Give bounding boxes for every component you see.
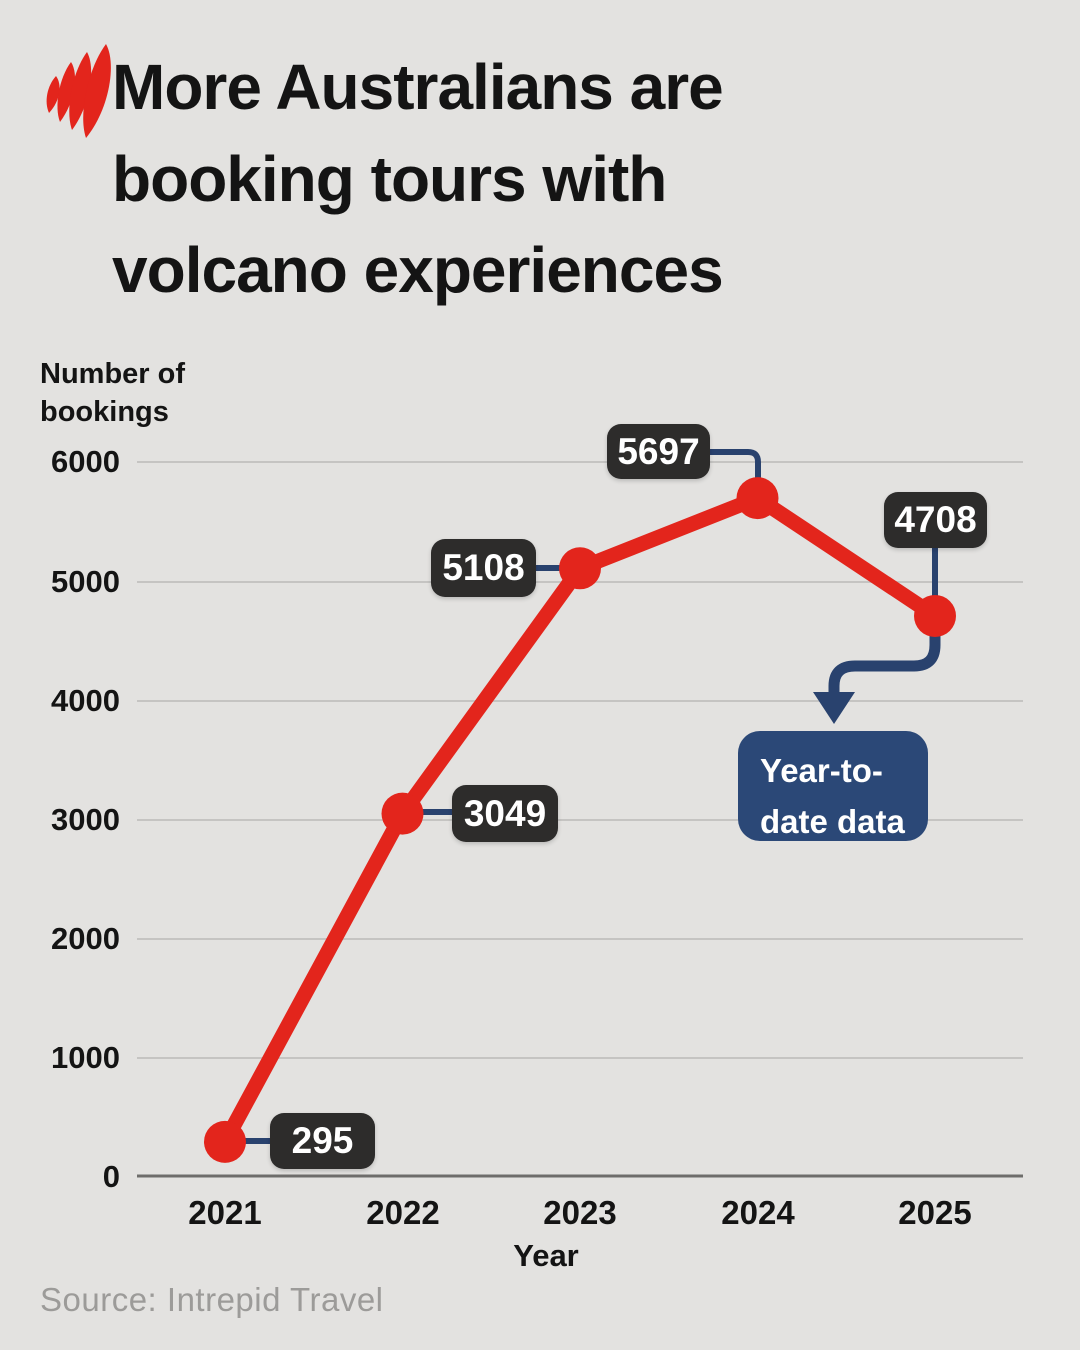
data-point bbox=[204, 1120, 246, 1163]
page-title: More Australians are booking tours with … bbox=[112, 42, 972, 317]
x-tick-2024: 2024 bbox=[721, 1194, 795, 1231]
y-tick-2000: 2000 bbox=[51, 921, 120, 956]
y-tick-6000: 6000 bbox=[51, 444, 120, 479]
x-axis-title: Year bbox=[513, 1238, 579, 1273]
y-tick-0: 0 bbox=[102, 1159, 120, 1194]
value-label-2024: 5697 bbox=[607, 424, 710, 479]
value-label-2021: 295 bbox=[270, 1113, 375, 1169]
y-axis-title: Number of bookings bbox=[40, 358, 185, 428]
x-tick-2025: 2025 bbox=[898, 1194, 972, 1231]
data-point bbox=[736, 477, 779, 520]
data-points-group bbox=[204, 477, 956, 1163]
data-point bbox=[559, 547, 601, 590]
value-label-2023: 5108 bbox=[431, 539, 536, 597]
title-line-1: More Australians are bbox=[112, 51, 724, 123]
sbs-flame-logo bbox=[46, 44, 111, 138]
data-point bbox=[914, 594, 956, 637]
x-tick-2021: 2021 bbox=[188, 1194, 262, 1231]
y-tick-3000: 3000 bbox=[51, 802, 120, 837]
value-label-2025: 4708 bbox=[884, 492, 987, 548]
title-line-3: volcano experiences bbox=[112, 234, 724, 307]
value-label-2022: 3049 bbox=[452, 785, 558, 842]
x-tick-2022: 2022 bbox=[366, 1194, 440, 1231]
y-tick-4000: 4000 bbox=[51, 683, 120, 718]
annotation-box: Year-to-date data bbox=[738, 731, 928, 841]
source-credit: Source: Intrepid Travel bbox=[40, 1281, 384, 1318]
data-point bbox=[381, 792, 424, 835]
title-line-2: booking tours with bbox=[112, 142, 667, 215]
annotation-arrow bbox=[813, 616, 941, 724]
x-tick-2023: 2023 bbox=[543, 1194, 617, 1231]
y-tick-1000: 1000 bbox=[51, 1040, 120, 1075]
y-tick-5000: 5000 bbox=[51, 564, 120, 599]
